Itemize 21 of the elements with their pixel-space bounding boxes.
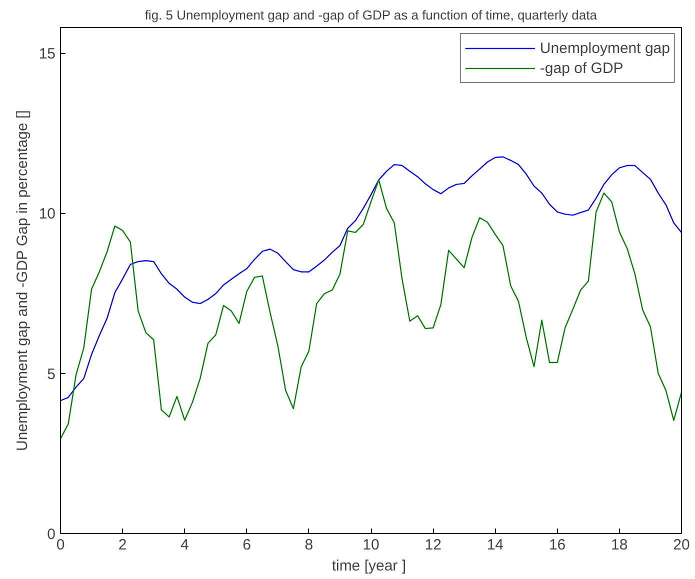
y-tick-label: 5: [47, 366, 56, 383]
y-axis-title: Unemployment gap and -GDP Gap in percentage []: [14, 110, 31, 452]
x-tick-label: 6: [242, 536, 251, 554]
x-tick-label: 16: [548, 536, 566, 554]
x-tick-label: 20: [673, 536, 690, 554]
chart-title: fig. 5 Unemployment gap and -gap of GDP as a function of time, quarterly data: [144, 8, 598, 22]
x-axis-title: time [year ]: [332, 558, 406, 574]
legend-label: Unemployment gap: [540, 40, 670, 56]
x-tick-label: 18: [611, 536, 628, 554]
line-series: [60, 156, 682, 402]
line-series: [60, 179, 682, 440]
x-tick-label: 4: [180, 536, 189, 554]
legend-label: -gap of GDP: [540, 60, 624, 76]
x-tick-label: 10: [362, 536, 380, 554]
y-tick-label: 10: [38, 206, 56, 223]
y-tick-label: 0: [47, 526, 56, 543]
x-tick-label: 14: [486, 536, 504, 554]
y-tick-label: 15: [38, 46, 56, 63]
x-tick-label: 12: [424, 536, 442, 554]
x-tick-label: 8: [304, 536, 314, 554]
x-tick-label: 2: [118, 536, 127, 554]
